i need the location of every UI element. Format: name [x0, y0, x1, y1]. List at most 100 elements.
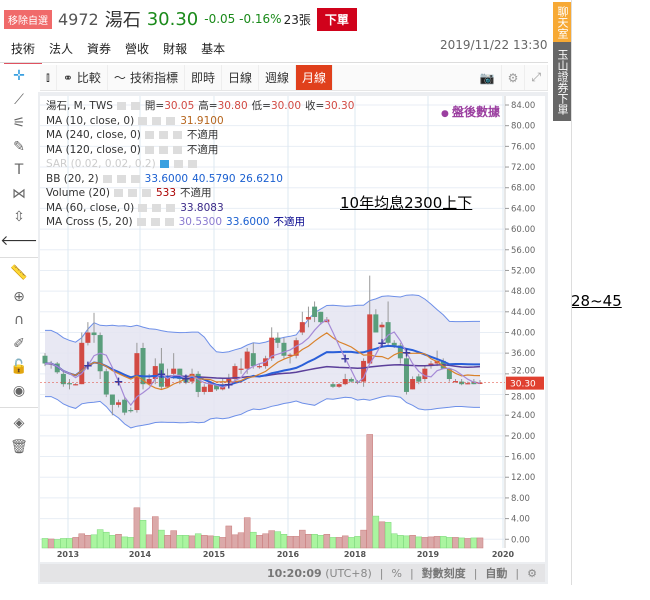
measure-icon[interactable]: ⇳	[13, 209, 25, 225]
candle-body	[177, 368, 183, 380]
chart-legend: 湯石, M, TWS 開= 30.05 高= 30.80 低= 30.00 收= 30.…	[46, 99, 354, 230]
volume-bar	[219, 537, 226, 549]
candle-body	[232, 366, 238, 380]
volume-bar	[54, 539, 61, 549]
axis-tick-label: 24.00	[511, 411, 535, 421]
legend-bb[interactable]: BB (20, 2) 33.6000 40.5790 26.6210	[46, 172, 354, 187]
volume-bar	[176, 535, 184, 549]
axis-tick-label: 72.00	[511, 163, 535, 173]
indicators-button[interactable]: 〜技術指標	[108, 65, 185, 90]
volume-bar	[372, 515, 380, 549]
candle-body	[385, 322, 391, 343]
gear-icon[interactable]: ⚙	[527, 566, 537, 580]
chart-type-button[interactable]: ⫾	[40, 65, 57, 90]
tab-basic[interactable]: 基本	[201, 42, 226, 56]
tab-margin[interactable]: 資券	[87, 42, 112, 56]
ma-cross-marker: +	[340, 351, 350, 365]
unlock-icon[interactable]: 🔓	[10, 359, 28, 375]
lock-drawing-icon[interactable]: ✐	[13, 335, 25, 352]
gear-icon[interactable]: ⚙	[502, 65, 526, 90]
candle-body	[67, 383, 73, 385]
axis-tick-label: 80.00	[511, 122, 535, 132]
trash-icon[interactable]: 🗑	[10, 438, 28, 455]
legend-label: MA (10, close, 0)	[46, 114, 135, 127]
legend-macross[interactable]: MA Cross (5, 20) 30.5300 33.6000 不適用	[46, 215, 354, 230]
volume-bar	[409, 535, 416, 549]
order-button[interactable]: 下單	[316, 7, 357, 31]
candle-body	[109, 394, 115, 405]
tab-revenue[interactable]: 營收	[125, 42, 150, 56]
eye-icon[interactable]: ◉	[12, 382, 26, 399]
crosshair-icon[interactable]: ✛	[13, 68, 25, 84]
volume-bar	[335, 537, 343, 549]
legend-value: 不適用	[273, 216, 305, 228]
magnet-icon[interactable]: ∩	[13, 312, 25, 328]
zoom-in-icon[interactable]: ⊕	[13, 288, 25, 305]
legend-value: 26.6210	[239, 172, 283, 185]
candle-body	[171, 368, 177, 374]
legend-ma10[interactable]: MA (10, close, 0) 31.9100	[46, 114, 354, 129]
back-arrow-icon[interactable]: 🡐	[0, 232, 38, 249]
percent-toggle[interactable]: %	[391, 566, 402, 580]
esun-order-button[interactable]: 玉山證券下單	[553, 42, 571, 121]
legend-main: 湯石, M, TWS 開= 30.05 高= 30.80 低= 30.00 收= 30.…	[46, 99, 354, 114]
tab-institutional[interactable]: 法人	[49, 42, 74, 56]
layers-icon[interactable]: ◈	[13, 415, 25, 431]
interval-daily[interactable]: 日線	[222, 65, 259, 90]
legend-ma120[interactable]: MA (120, close, 0) 不適用	[46, 143, 354, 158]
volume-bar	[384, 522, 392, 549]
volume-bar	[207, 535, 214, 549]
legend-label: MA (240, close, 0)	[46, 129, 141, 141]
after-hours-label[interactable]: ● 盤後數據	[441, 103, 500, 120]
volume-bar	[243, 517, 251, 549]
legend-sar[interactable]: SAR (0.02, 0.02, 0.2)	[46, 157, 354, 172]
axis-tick-label: 32.00	[511, 367, 535, 377]
legend-volume[interactable]: Volume (20) 533 不適用	[46, 186, 354, 201]
volume-bar	[280, 534, 288, 549]
legend-value: 不適用	[180, 187, 212, 199]
brush-icon[interactable]: ✎	[13, 138, 25, 155]
compare-button[interactable]: ⚭ 比較	[57, 65, 108, 90]
volume-bar	[348, 537, 355, 549]
volume-bar	[366, 434, 373, 549]
ma5-line	[45, 318, 481, 407]
trendline-icon[interactable]: ⟋	[14, 91, 24, 108]
ma-cross-marker: +	[377, 336, 387, 350]
interval-monthly[interactable]: 月線	[296, 65, 334, 90]
volume-bar	[225, 525, 233, 549]
volume-bar	[476, 537, 484, 549]
ruler-icon[interactable]: 📏	[10, 265, 28, 281]
fib-icon[interactable]: ⚟	[12, 115, 26, 131]
interval-intraday[interactable]: 即時	[185, 65, 222, 90]
axis-tick-label: 76.00	[511, 142, 535, 152]
x-tick-label: 2018	[344, 550, 367, 559]
legend-value: 33.6000	[144, 172, 189, 185]
volume-bar	[47, 538, 55, 549]
fullscreen-icon[interactable]: ⤢	[525, 65, 548, 90]
volume-bar	[103, 531, 110, 549]
volume-bar	[201, 535, 208, 549]
tab-technical[interactable]: 技術	[4, 38, 43, 64]
camera-icon[interactable]: 📷	[474, 65, 502, 90]
volume-bar	[397, 535, 404, 549]
auto-scale-toggle[interactable]: 自動	[485, 567, 508, 580]
chat-room-button[interactable]: 聊天室	[553, 2, 571, 42]
tab-bar: 技術 法人 資券 營收 財報 基本	[4, 38, 232, 64]
eye-icon[interactable]	[159, 160, 169, 169]
legend-label: 湯石, M, TWS	[46, 100, 113, 112]
ma-cross-marker: +	[156, 367, 166, 381]
legend-value: 31.9100	[180, 114, 224, 127]
text-icon[interactable]: T	[14, 162, 24, 178]
pattern-icon[interactable]: ⋈	[12, 185, 26, 202]
axis-background	[505, 96, 545, 562]
remove-watchlist-button[interactable]: 移除自選	[4, 9, 52, 29]
chart-plot[interactable]: 84.00 80.00 76.00 72.00 68.00 64.00 60.00 56.00…	[40, 96, 545, 562]
legend-ma240[interactable]: MA (240, close, 0) 不適用	[46, 128, 354, 143]
candle-body	[361, 360, 367, 382]
log-scale-toggle[interactable]: 對數刻度	[421, 567, 466, 580]
tab-financials[interactable]: 財報	[163, 42, 188, 56]
candle-body	[403, 358, 409, 392]
legend-ma60[interactable]: MA (60, close, 0) 33.8083	[46, 201, 354, 216]
interval-weekly[interactable]: 週線	[259, 65, 296, 90]
volume-bar	[194, 533, 202, 549]
